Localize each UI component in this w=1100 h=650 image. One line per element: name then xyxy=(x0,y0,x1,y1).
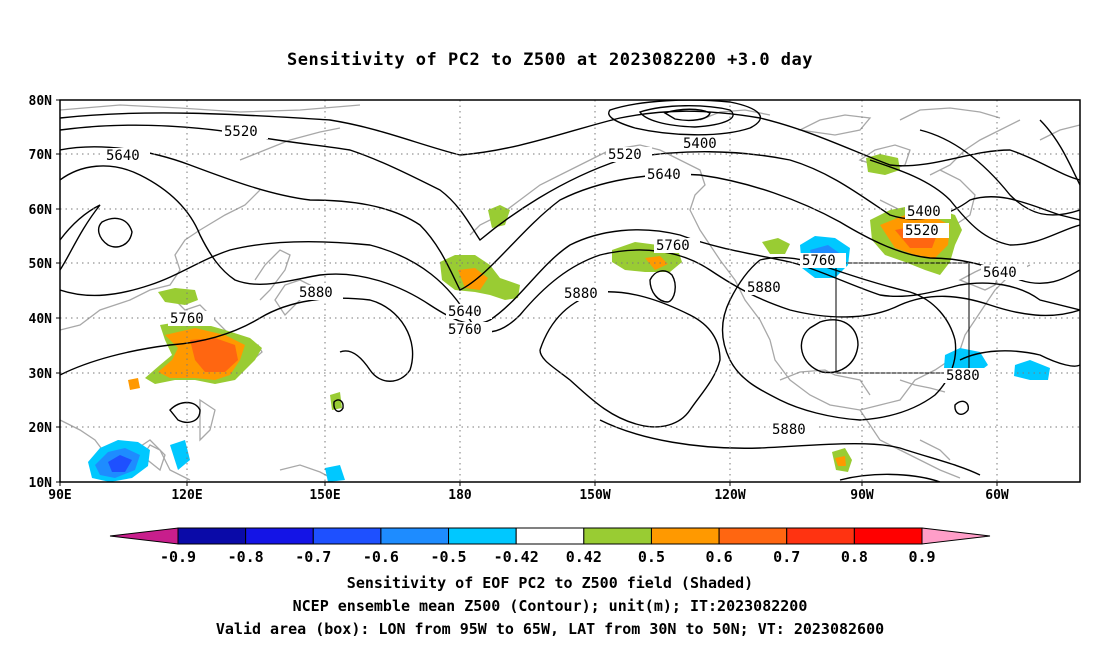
caption-shading: Sensitivity of EOF PC2 to Z500 field (Sh… xyxy=(346,574,754,592)
page-title: Sensitivity of PC2 to Z500 at 2023082200… xyxy=(286,50,813,70)
lon-label: 150W xyxy=(579,488,610,503)
colorbar-swatch xyxy=(380,527,450,545)
colorbar-label: -0.6 xyxy=(363,548,399,566)
svg-text:5880: 5880 xyxy=(946,368,980,384)
lon-label: 150E xyxy=(309,488,340,503)
colorbar-swatch xyxy=(786,527,855,545)
latitude-labels: 80N 70N 60N 50N 40N 30N 20N 10N xyxy=(29,94,53,491)
colorbar-label: 0.8 xyxy=(841,548,868,566)
lat-label: 40N xyxy=(29,312,53,327)
svg-text:5880: 5880 xyxy=(299,285,333,301)
colorbar-swatch xyxy=(448,527,517,545)
lon-label: 180 xyxy=(448,488,472,503)
lat-label: 70N xyxy=(29,148,53,163)
contour-label: 5880 xyxy=(944,368,990,384)
svg-text:5640: 5640 xyxy=(647,167,681,183)
contour-label: 5400 xyxy=(905,204,951,220)
colorbar-label: -0.42 xyxy=(494,548,539,566)
colorbar-swatch xyxy=(853,527,923,545)
svg-text:5880: 5880 xyxy=(564,286,598,302)
contour-label: 5760 xyxy=(446,322,492,338)
lon-label: 90E xyxy=(48,488,71,503)
colorbar-swatch xyxy=(583,527,652,545)
lat-label: 60N xyxy=(29,203,53,218)
caption-valid-area: Valid area (box): LON from 95W to 65W, L… xyxy=(215,620,885,638)
contour-label: 5640 xyxy=(104,148,150,164)
colorbar-label: 0.42 xyxy=(566,548,602,566)
colorbar-label: -0.7 xyxy=(295,548,331,566)
svg-text:5400: 5400 xyxy=(683,136,717,152)
svg-text:5400: 5400 xyxy=(907,204,941,220)
contour-label: 5640 xyxy=(981,265,1027,281)
svg-text:5760: 5760 xyxy=(802,253,836,269)
map-frame xyxy=(59,99,1081,483)
svg-text:5760: 5760 xyxy=(448,322,482,338)
lat-label: 30N xyxy=(29,367,53,382)
contour-label: 5520 xyxy=(606,147,652,163)
colorbar-high-arrow xyxy=(921,527,991,545)
colorbar-label: 0.7 xyxy=(773,548,800,566)
contour-label: 5400 xyxy=(681,136,727,152)
colorbar-label: 0.6 xyxy=(706,548,733,566)
axis-ticks xyxy=(56,99,998,486)
contour-label: 5880 xyxy=(770,422,816,438)
colorbar-swatch xyxy=(515,527,585,545)
colorbar-swatch xyxy=(177,527,247,545)
contour-label: 5760 xyxy=(800,253,846,269)
svg-text:5880: 5880 xyxy=(772,422,806,438)
lat-label: 10N xyxy=(29,476,53,491)
colorbar-label: 0.5 xyxy=(638,548,665,566)
colorbar-swatch xyxy=(718,527,788,545)
lon-label: 90W xyxy=(850,488,874,503)
contour-label: 5880 xyxy=(297,285,343,301)
colorbar-low-arrow xyxy=(109,527,179,545)
colorbar-label: -0.9 xyxy=(160,548,196,566)
longitude-labels: 90E 120E 150E 180 150W 120W 90W 60W xyxy=(48,488,1009,503)
contour-label: 5520 xyxy=(903,223,949,239)
svg-text:5520: 5520 xyxy=(608,147,642,163)
lat-label: 50N xyxy=(29,257,53,272)
colorbar-label: -0.5 xyxy=(430,548,466,566)
colorbar-label: -0.8 xyxy=(228,548,264,566)
colorbar-swatch xyxy=(312,527,382,545)
svg-text:5640: 5640 xyxy=(448,304,482,320)
colorbar-swatch xyxy=(245,527,314,545)
svg-text:5760: 5760 xyxy=(170,311,204,327)
sensitivity-shading xyxy=(88,154,1050,482)
lat-label: 80N xyxy=(29,94,53,109)
lat-label: 20N xyxy=(29,421,53,436)
caption-contour: NCEP ensemble mean Z500 (Contour); unit(… xyxy=(292,597,808,615)
lon-label: 120W xyxy=(714,488,745,503)
lon-label: 120E xyxy=(171,488,202,503)
contour-label: 5760 xyxy=(168,311,214,327)
colorbar: -0.9 -0.8 -0.7 -0.6 -0.5 -0.42 0.42 0.5 0.6 0.7 0.… xyxy=(109,527,991,566)
svg-text:5640: 5640 xyxy=(106,148,140,164)
svg-text:5760: 5760 xyxy=(656,238,690,254)
colorbar-label: 0.9 xyxy=(908,548,935,566)
contour-label: 5520 xyxy=(222,124,268,140)
svg-text:5520: 5520 xyxy=(905,223,939,239)
colorbar-swatch xyxy=(650,527,720,545)
contour-label: 5640 xyxy=(446,304,492,320)
contour-label: 5640 xyxy=(645,167,691,183)
contour-labels: 5520 5640 5520 5400 5640 5400 5520 5760 … xyxy=(104,124,1027,438)
svg-text:5640: 5640 xyxy=(983,265,1017,281)
coastlines xyxy=(60,104,1080,481)
svg-text:5880: 5880 xyxy=(747,280,781,296)
contour-label: 5760 xyxy=(654,238,700,254)
contour-label: 5880 xyxy=(562,286,608,302)
svg-text:5520: 5520 xyxy=(224,124,258,140)
lon-label: 60W xyxy=(985,488,1009,503)
contour-label: 5880 xyxy=(745,280,791,296)
